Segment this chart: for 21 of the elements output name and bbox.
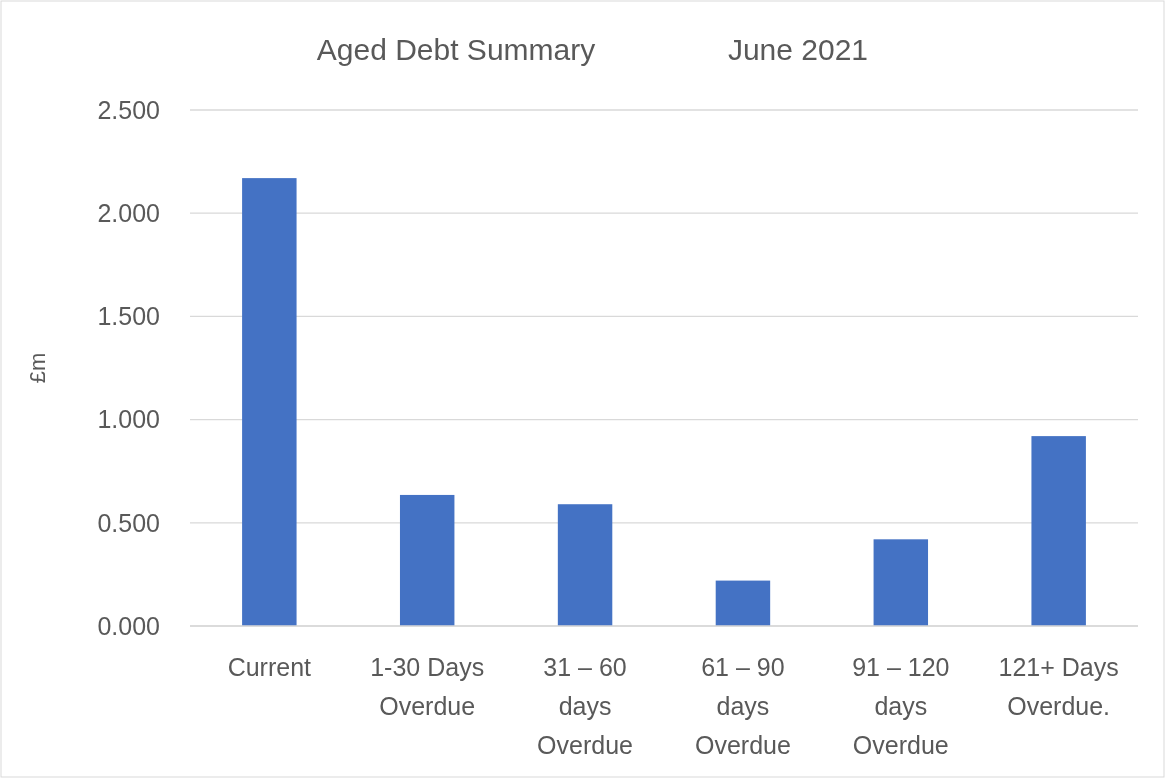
x-tick-label: 31 – 60 days Overdue — [537, 653, 634, 759]
x-tick-label: Current — [227, 653, 312, 681]
x-tick-label: 121+ Days Overdue. — [998, 653, 1119, 720]
y-tick-label: 1.000 — [97, 405, 160, 434]
x-tick-label: 1-30 Days Overdue — [370, 653, 485, 720]
y-tick-label: 2.500 — [97, 95, 160, 124]
y-tick-label: 1.500 — [97, 302, 160, 331]
y-axis-title: £m — [25, 352, 50, 384]
y-tick-label: 2.000 — [97, 198, 160, 227]
bar — [1031, 436, 1086, 626]
x-tick-label: 91 – 120 days Overdue — [852, 653, 950, 759]
bar — [715, 580, 771, 626]
bar — [873, 539, 929, 626]
x-tick-label: 61 – 90 days Overdue — [694, 653, 791, 759]
y-tick-label: 0.000 — [97, 611, 160, 640]
bar — [557, 504, 613, 626]
chart-subtitle: June 2021 — [727, 33, 869, 66]
bar — [242, 178, 297, 626]
chart-title: Aged Debt Summary — [316, 33, 596, 66]
y-tick-label: 0.500 — [97, 508, 160, 537]
bar — [399, 494, 455, 626]
